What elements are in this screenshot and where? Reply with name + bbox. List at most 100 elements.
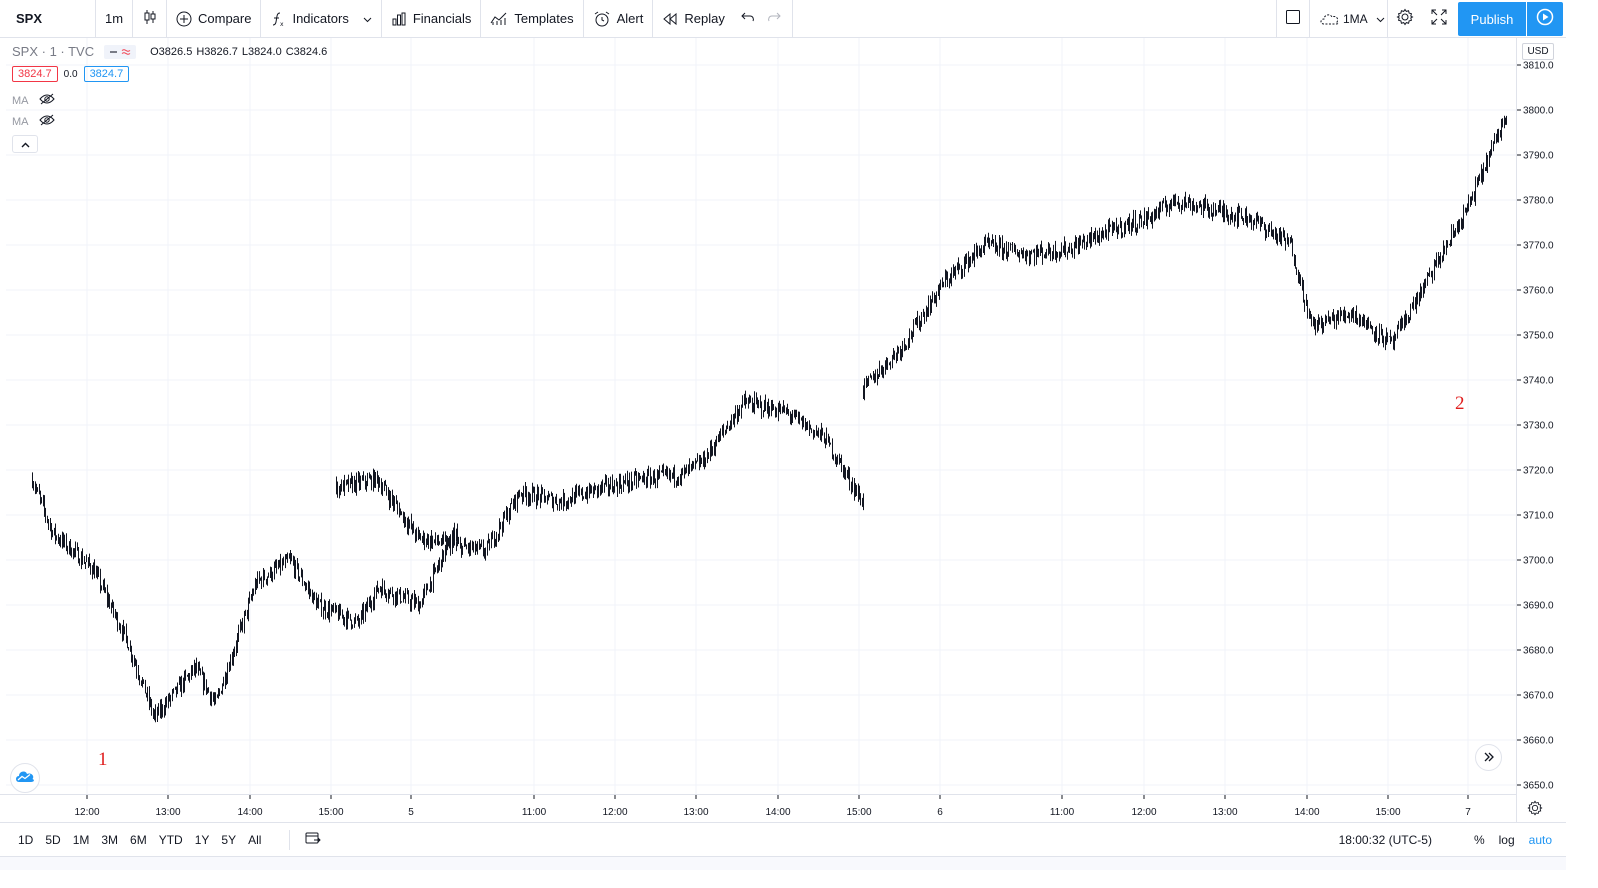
cloud-icon <box>1319 12 1341 26</box>
chevron-down-icon[interactable] <box>1376 11 1385 26</box>
time-tick-label: 14:00 <box>1294 807 1319 818</box>
toolbar-spacer <box>793 0 1276 38</box>
auto-toggle[interactable]: auto <box>1528 833 1552 847</box>
time-tick-label: 12:00 <box>602 807 627 818</box>
undo-button[interactable] <box>734 0 762 38</box>
range-1m[interactable]: 1M <box>72 832 90 847</box>
alert-button[interactable]: Alert <box>584 0 654 38</box>
range-5d[interactable]: 5D <box>45 832 61 847</box>
legend-symbol[interactable]: SPX · 1 · TVC <box>12 44 95 59</box>
top-toolbar: SPX 1m Compare x Indicators Financials T… <box>0 0 1566 38</box>
price-tick-label: 3810.0 <box>1523 61 1554 72</box>
time-tick-label: 15:00 <box>318 807 343 818</box>
time-tick-label: 15:00 <box>846 807 871 818</box>
price-tick-label: 3740.0 <box>1523 376 1554 387</box>
ask-price[interactable]: 3824.7 <box>83 66 130 82</box>
scale-settings-button[interactable] <box>1527 800 1543 821</box>
alert-label: Alert <box>616 11 644 26</box>
layout-select-button[interactable] <box>1276 0 1310 38</box>
price-tick-label: 3700.0 <box>1523 556 1554 567</box>
eye-hidden-icon[interactable] <box>38 114 55 129</box>
goto-date-button[interactable] <box>289 829 322 850</box>
price-tick-label: 3650.0 <box>1523 781 1554 792</box>
alarm-clock-icon <box>593 10 611 28</box>
publish-button[interactable]: Publish <box>1458 2 1526 36</box>
rewind-icon <box>662 12 678 26</box>
chart-pane[interactable] <box>6 38 1516 794</box>
legend-main: SPX · 1 · TVC O3826.5 H3826.7 L3824.0 C3… <box>12 44 327 59</box>
right-edge <box>1566 0 1598 888</box>
price-scale[interactable]: 3650.0 3660.0 3670.0 3680.0 3690.0 3700.0 3710… <box>1516 38 1566 822</box>
chart-type-button[interactable] <box>133 0 167 38</box>
bid-price[interactable]: 3824.7 <box>12 66 58 82</box>
clock-timezone[interactable]: 18:00:32 (UTC-5) <box>1338 833 1432 847</box>
play-circle-icon <box>1536 8 1554 31</box>
time-tick-label: 14:00 <box>765 807 790 818</box>
gear-icon <box>1396 8 1414 29</box>
price-tick-label: 3670.0 <box>1523 691 1554 702</box>
templates-label: Templates <box>514 11 574 26</box>
bottom-panel-strip <box>0 856 1566 870</box>
redo-button[interactable] <box>762 0 793 38</box>
fullscreen-icon <box>1431 9 1447 28</box>
time-tick-label: 11:00 <box>522 807 547 818</box>
log-toggle[interactable]: log <box>1498 833 1515 847</box>
price-tick-label: 3770.0 <box>1523 241 1554 252</box>
publish-play-button[interactable] <box>1527 2 1563 36</box>
svg-text:x: x <box>280 21 284 27</box>
templates-button[interactable]: Templates <box>481 0 584 38</box>
compare-button[interactable]: Compare <box>167 0 262 38</box>
time-tick-label: 12:00 <box>1131 807 1156 818</box>
ma-label: MA <box>12 94 29 107</box>
time-tick-label: 7 <box>1465 807 1471 818</box>
indicators-button[interactable]: x Indicators <box>261 0 382 38</box>
replay-label: Replay <box>684 11 725 26</box>
annotation-marker-2: 2 <box>1455 393 1465 414</box>
legend-ma-2[interactable]: MA <box>12 114 55 129</box>
price-tick-label: 3710.0 <box>1523 511 1554 522</box>
range-all[interactable]: All <box>248 832 262 847</box>
collapse-legend-button[interactable] <box>12 135 38 153</box>
time-scale[interactable]: 12:00 13:00 14:00 15:00 5 11:00 12:00 13:00 14:0… <box>0 794 1516 822</box>
bottom-toolbar: 1D 5D 1M 3M 6M YTD 1Y 5Y All 18:00:32 (U… <box>0 822 1566 856</box>
cloud-layout-button[interactable]: 1MA <box>1310 0 1388 38</box>
time-tick-label: 13:00 <box>155 807 180 818</box>
range-5y[interactable]: 5Y <box>221 832 237 847</box>
range-ytd[interactable]: YTD <box>158 832 183 847</box>
range-3m[interactable]: 3M <box>101 832 119 847</box>
spread-value: 0.0 <box>63 68 78 80</box>
legend-ma-1[interactable]: MA <box>12 93 55 108</box>
currency-label[interactable]: USD <box>1522 43 1554 60</box>
price-tick-label: 3750.0 <box>1523 331 1554 342</box>
legend-toggle-icon[interactable] <box>104 44 137 59</box>
settings-button[interactable] <box>1388 0 1422 38</box>
tradingview-logo[interactable] <box>10 763 40 793</box>
financials-label: Financials <box>412 11 472 26</box>
price-chart[interactable] <box>6 38 1516 794</box>
fullscreen-button[interactable] <box>1422 0 1456 38</box>
price-tick-label: 3730.0 <box>1523 421 1554 432</box>
price-axis: 3650.0 3660.0 3670.0 3680.0 3690.0 3700.0 3710… <box>1517 61 1554 792</box>
percent-toggle[interactable]: % <box>1473 833 1485 847</box>
price-tick-label: 3680.0 <box>1523 646 1554 657</box>
scroll-to-realtime-button[interactable] <box>1475 744 1502 771</box>
calendar-range-icon <box>304 831 322 848</box>
financials-button[interactable]: Financials <box>382 0 482 38</box>
chevron-down-icon[interactable] <box>363 11 372 26</box>
price-tick-label: 3790.0 <box>1523 151 1554 162</box>
replay-button[interactable]: Replay <box>653 0 733 38</box>
candles <box>32 115 1507 723</box>
range-1y[interactable]: 1Y <box>194 832 210 847</box>
redo-icon <box>766 11 782 26</box>
time-tick-label: 13:00 <box>683 807 708 818</box>
annotation-marker-1: 1 <box>98 749 108 770</box>
eye-hidden-icon[interactable] <box>38 93 55 108</box>
interval-button[interactable]: 1m <box>96 0 133 38</box>
range-6m[interactable]: 6M <box>130 832 147 847</box>
range-1d[interactable]: 1D <box>18 832 34 847</box>
undo-icon <box>740 11 756 26</box>
price-tick-label: 3660.0 <box>1523 736 1554 747</box>
legend-close: C3824.6 <box>285 45 328 58</box>
symbol-search[interactable]: SPX <box>0 0 96 38</box>
price-tick-label: 3800.0 <box>1523 106 1554 117</box>
